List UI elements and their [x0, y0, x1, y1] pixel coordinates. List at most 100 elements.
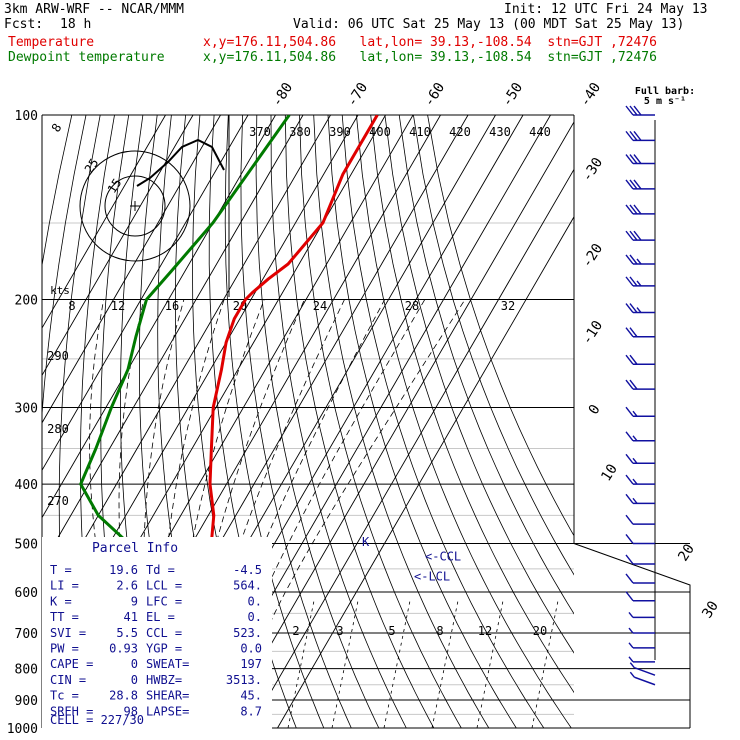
- wind-barb: [625, 154, 655, 165]
- barb-shaft: [634, 676, 656, 686]
- barb-half-flag: [629, 662, 635, 669]
- mixing-ratio-line: [431, 600, 459, 729]
- isotherm-label: -40: [577, 80, 604, 110]
- moist-adiabat: [89, 299, 115, 729]
- barb-flag: [625, 554, 634, 565]
- barb-flag: [625, 154, 634, 164]
- barb-half-flag: [632, 457, 638, 464]
- wind-barb: [625, 379, 655, 390]
- barb-half-flag: [632, 410, 638, 417]
- dry-adiabat: [384, 115, 574, 654]
- barb-flag: [625, 573, 634, 584]
- wind-barb: [625, 254, 655, 265]
- isotherm-label: 20: [675, 541, 698, 564]
- isotherm-line: [42, 115, 304, 566]
- forecast-label: Fcst:: [4, 17, 44, 32]
- init-time: Init: 12 UTC Fri 24 May 13: [504, 2, 708, 17]
- hodo-ring-label: 8: [49, 121, 65, 135]
- mixing-ratio-line: [287, 600, 315, 729]
- wind-barb: [625, 406, 655, 417]
- theta-label-lower: 270: [47, 494, 69, 508]
- hodo-ring-label: 25: [82, 156, 102, 176]
- parcel-info-value: -4.5: [233, 563, 262, 577]
- barb-flag: [629, 204, 638, 215]
- parcel-info-key: SVI =: [50, 626, 86, 640]
- hodo-speed-label: 8: [68, 299, 75, 313]
- theta-label: 390: [329, 125, 351, 139]
- barb-half-flag: [632, 435, 638, 442]
- parcel-info-key: Td =: [146, 563, 175, 577]
- dry-adiabat: [240, 115, 352, 729]
- barb-flag: [625, 514, 634, 525]
- parcel-info-value: 0.: [248, 610, 262, 624]
- barb-flag: [625, 130, 634, 141]
- hodo-speed-label: 32: [501, 299, 515, 313]
- dry-adiabat: [270, 115, 407, 729]
- parcel-info-cell: CELL = 227/30: [50, 713, 144, 727]
- barb-flag: [633, 105, 642, 116]
- wind-barb: [625, 591, 655, 602]
- pressure-tick-label: 800: [15, 663, 38, 678]
- isotherm-label: -10: [579, 318, 606, 348]
- parcel-info-key: TT =: [50, 610, 79, 624]
- mixing-ratio-label: 12: [478, 624, 492, 638]
- barb-flag: [629, 154, 638, 164]
- wind-barb: [625, 204, 655, 215]
- mixing-ratio-label: 3: [336, 624, 343, 638]
- temperature-location: x,y=176.11,504.86 lat,lon= 39.13,-108.54…: [203, 35, 657, 50]
- isotherm-label: -20: [579, 241, 606, 271]
- wind-barbs: [625, 105, 656, 686]
- barb-half-flag: [632, 478, 638, 485]
- isotherm-label: 30: [699, 598, 722, 621]
- pressure-tick-label: 200: [15, 294, 38, 309]
- wind-barb: [625, 493, 655, 505]
- dry-adiabat: [341, 115, 545, 729]
- wind-barb: [625, 327, 655, 338]
- forecast-hour: 18 h: [60, 17, 92, 32]
- mixing-ratio-label: 2: [292, 624, 299, 638]
- parcel-info-key: K =: [50, 594, 72, 608]
- mixing-ratio-line: [331, 600, 359, 729]
- parcel-info-key: SHEAR=: [146, 689, 189, 703]
- hodo-trace: [136, 138, 225, 187]
- barb-shaft: [634, 666, 656, 676]
- wind-barb: [629, 662, 656, 676]
- wind-barb: [625, 130, 655, 142]
- dewpoint-legend: Dewpoint temperature: [8, 50, 165, 65]
- isotherm-label: 0: [586, 402, 604, 418]
- wind-barb: [625, 514, 655, 525]
- barb-flag: [629, 230, 638, 241]
- pressure-tick-label: 1000: [7, 722, 38, 737]
- valid-time: Valid: 06 UTC Sat 25 May 13 (00 MDT Sat …: [293, 17, 685, 32]
- barb-flag: [629, 105, 638, 116]
- wind-barb: [625, 573, 655, 584]
- parcel-info-title: Parcel Info: [92, 541, 178, 556]
- barb-half-flag: [628, 656, 634, 663]
- parcel-marker: K: [362, 535, 370, 549]
- dewpoint-location: x,y=176.11,504.86 lat,lon= 39.13,-108.54…: [203, 50, 657, 65]
- ccl-marker: <-CCL: [425, 549, 461, 563]
- barb-key-line1: Full barb:: [635, 86, 695, 97]
- wind-barb: [625, 179, 655, 190]
- parcel-info-value: 197: [240, 657, 262, 671]
- mixing-ratio-line: [531, 600, 559, 729]
- mixing-ratio-line: [383, 600, 411, 729]
- parcel-info-value: 0.: [248, 594, 262, 608]
- barb-flag: [629, 276, 638, 287]
- theta-label: 430: [489, 125, 511, 139]
- dry-adiabat: [313, 115, 490, 729]
- isotherm-line: [222, 121, 574, 729]
- parcel-info-key: CAPE =: [50, 657, 93, 671]
- barb-flag: [629, 379, 638, 390]
- parcel-info-value: 0: [131, 657, 138, 671]
- barb-flag: [625, 591, 634, 602]
- isotherm-label: 10: [598, 461, 621, 484]
- isotherm-label: -60: [421, 80, 448, 110]
- barb-flag: [633, 130, 642, 141]
- theta-label: 380: [289, 125, 311, 139]
- mixing-ratio-label: 8: [436, 624, 443, 638]
- parcel-info-value: 98: [124, 704, 138, 718]
- barb-flag: [625, 379, 634, 390]
- wind-barb: [628, 656, 655, 663]
